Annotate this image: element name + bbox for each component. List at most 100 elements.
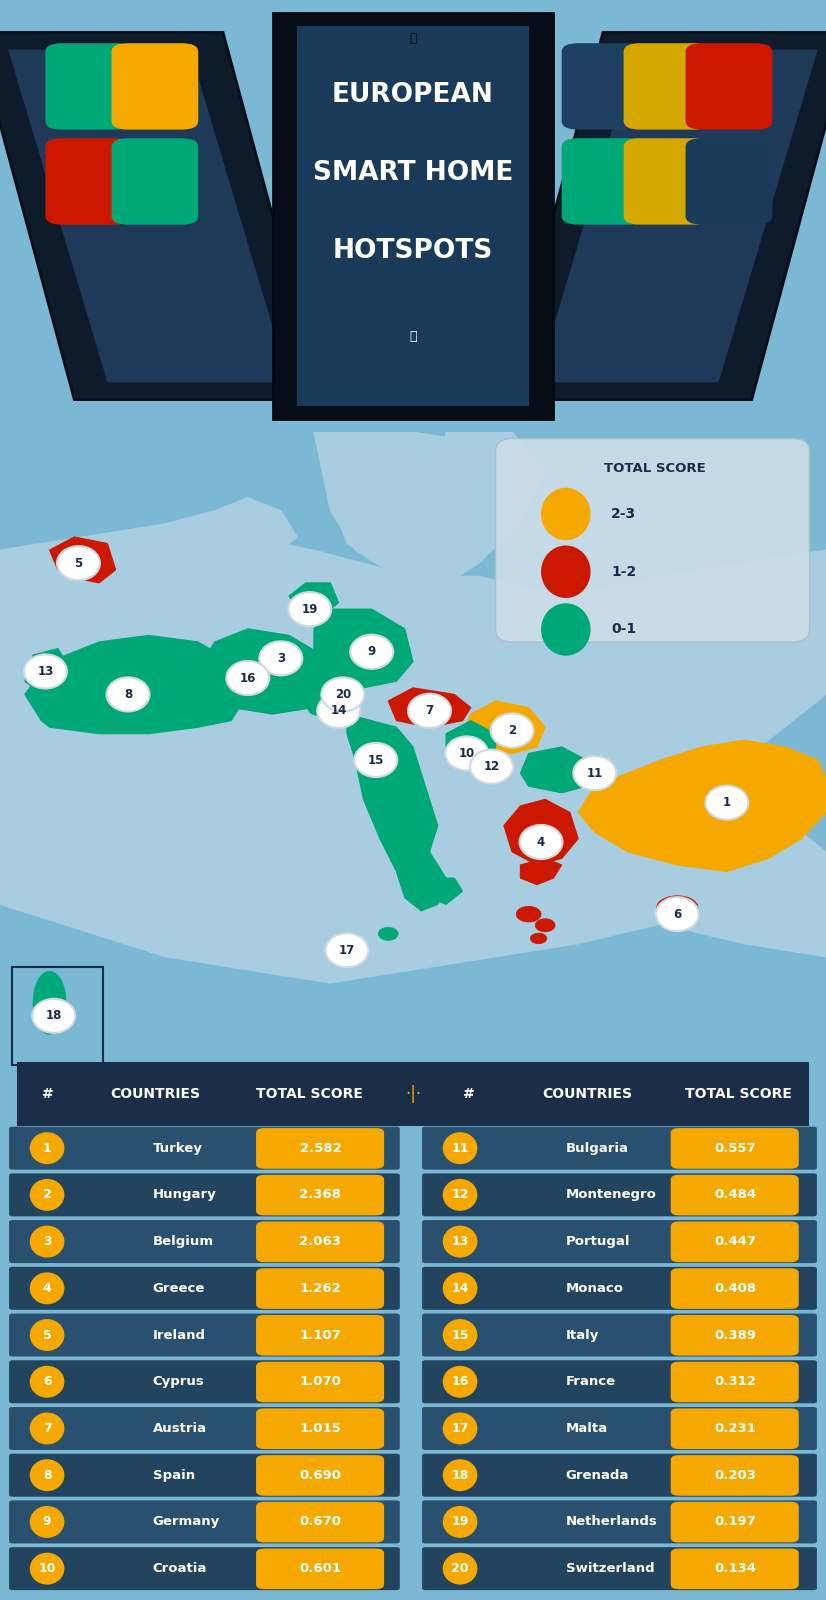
Text: 20: 20	[451, 1562, 469, 1574]
Polygon shape	[25, 648, 74, 701]
Ellipse shape	[535, 918, 555, 931]
Text: 18: 18	[451, 1469, 469, 1482]
Text: 10: 10	[38, 1562, 56, 1574]
Ellipse shape	[30, 1272, 64, 1304]
FancyBboxPatch shape	[496, 438, 809, 642]
Circle shape	[350, 635, 393, 669]
FancyBboxPatch shape	[422, 1314, 817, 1357]
Text: 6: 6	[43, 1376, 51, 1389]
Text: 2.368: 2.368	[300, 1189, 341, 1202]
Text: 2.063: 2.063	[300, 1235, 341, 1248]
Text: Netherlands: Netherlands	[566, 1515, 657, 1528]
FancyBboxPatch shape	[422, 1547, 817, 1590]
Ellipse shape	[443, 1459, 477, 1491]
Circle shape	[226, 661, 269, 694]
Text: TOTAL SCORE: TOTAL SCORE	[685, 1088, 791, 1101]
Text: 18: 18	[45, 1010, 62, 1022]
Text: Belgium: Belgium	[153, 1235, 214, 1248]
FancyBboxPatch shape	[256, 1362, 384, 1402]
Circle shape	[32, 998, 75, 1034]
Polygon shape	[463, 760, 661, 917]
FancyBboxPatch shape	[45, 43, 132, 130]
Circle shape	[288, 592, 331, 626]
Polygon shape	[520, 747, 586, 792]
Circle shape	[491, 714, 534, 747]
Text: 17: 17	[339, 944, 355, 957]
FancyBboxPatch shape	[9, 1314, 400, 1357]
Text: 10: 10	[458, 747, 475, 760]
FancyBboxPatch shape	[624, 43, 710, 130]
Circle shape	[573, 757, 616, 790]
Text: 0.389: 0.389	[714, 1328, 756, 1341]
Ellipse shape	[443, 1552, 477, 1584]
Ellipse shape	[30, 1506, 64, 1538]
Ellipse shape	[443, 1272, 477, 1304]
Ellipse shape	[30, 1459, 64, 1491]
Text: EUROPEAN: EUROPEAN	[332, 82, 494, 109]
Ellipse shape	[541, 488, 591, 541]
Text: 16: 16	[240, 672, 256, 685]
Text: 3: 3	[43, 1235, 51, 1248]
Text: 0.312: 0.312	[714, 1376, 756, 1389]
Circle shape	[470, 749, 513, 784]
Text: 0-1: 0-1	[611, 622, 636, 637]
Text: 14: 14	[330, 704, 347, 717]
Ellipse shape	[30, 1133, 64, 1165]
Circle shape	[354, 742, 397, 778]
Text: 2: 2	[43, 1189, 51, 1202]
Ellipse shape	[443, 1179, 477, 1211]
Text: Cyprus: Cyprus	[153, 1376, 205, 1389]
Text: ·|·: ·|·	[405, 1085, 421, 1104]
Text: 19: 19	[451, 1515, 469, 1528]
Text: 9: 9	[368, 645, 376, 658]
Text: 19: 19	[301, 603, 318, 616]
Polygon shape	[8, 50, 289, 382]
FancyBboxPatch shape	[671, 1221, 799, 1262]
Text: Turkey: Turkey	[153, 1142, 202, 1155]
Circle shape	[24, 654, 67, 688]
Text: Italy: Italy	[566, 1328, 599, 1341]
Text: 📶: 📶	[409, 32, 417, 45]
FancyBboxPatch shape	[422, 1221, 817, 1262]
FancyBboxPatch shape	[45, 138, 132, 224]
Polygon shape	[289, 582, 339, 616]
Text: Austria: Austria	[153, 1422, 207, 1435]
Text: 1: 1	[723, 797, 731, 810]
Text: 0.231: 0.231	[714, 1422, 756, 1435]
FancyBboxPatch shape	[256, 1221, 384, 1262]
Polygon shape	[25, 635, 248, 734]
Text: Ireland: Ireland	[153, 1328, 206, 1341]
Text: Malta: Malta	[566, 1422, 608, 1435]
Text: ⏻: ⏻	[409, 331, 417, 344]
Circle shape	[705, 786, 748, 819]
FancyBboxPatch shape	[9, 1221, 400, 1262]
Text: 0.197: 0.197	[714, 1515, 756, 1528]
FancyBboxPatch shape	[562, 138, 648, 224]
Text: 5: 5	[43, 1328, 51, 1341]
Ellipse shape	[443, 1366, 477, 1398]
Ellipse shape	[443, 1226, 477, 1258]
Text: Grenada: Grenada	[566, 1469, 629, 1482]
FancyBboxPatch shape	[671, 1362, 799, 1402]
Text: 8: 8	[124, 688, 132, 701]
Ellipse shape	[378, 928, 398, 941]
Text: Greece: Greece	[153, 1282, 205, 1294]
Polygon shape	[50, 538, 116, 582]
Text: 1.015: 1.015	[300, 1422, 341, 1435]
Text: 1: 1	[43, 1142, 51, 1155]
Text: 2.582: 2.582	[300, 1142, 341, 1155]
Text: Switzerland: Switzerland	[566, 1562, 654, 1574]
Ellipse shape	[541, 546, 591, 598]
Text: 9: 9	[43, 1515, 51, 1528]
FancyBboxPatch shape	[256, 1128, 384, 1168]
Text: Croatia: Croatia	[153, 1562, 207, 1574]
Circle shape	[445, 736, 488, 771]
Ellipse shape	[30, 1226, 64, 1258]
Polygon shape	[537, 550, 826, 773]
Ellipse shape	[30, 1318, 64, 1350]
Ellipse shape	[541, 603, 591, 656]
Polygon shape	[388, 688, 471, 726]
FancyBboxPatch shape	[562, 43, 648, 130]
FancyBboxPatch shape	[256, 1549, 384, 1589]
Text: 11: 11	[451, 1142, 469, 1155]
